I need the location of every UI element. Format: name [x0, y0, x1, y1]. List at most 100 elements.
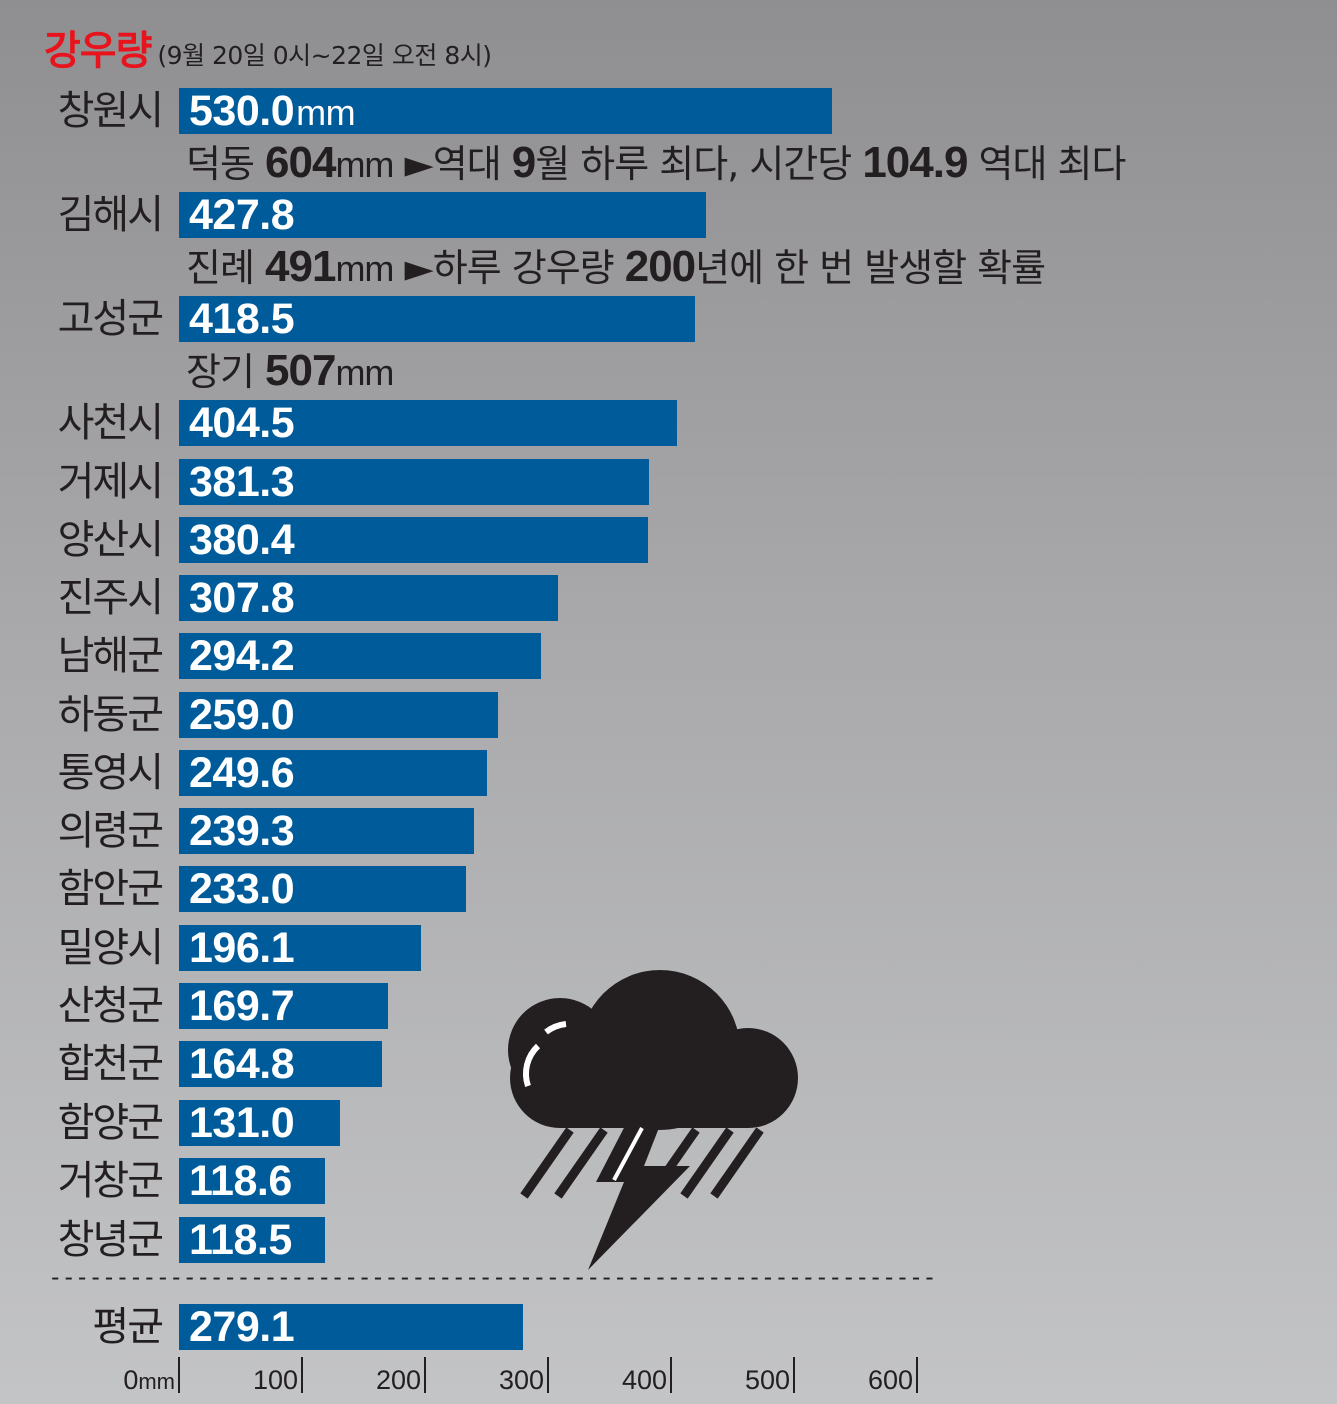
- bar-category-label: 남해군: [57, 633, 164, 679]
- bar-category-label: 하동군: [57, 692, 164, 738]
- annotation-text: 역대 최다: [967, 142, 1127, 186]
- bar-value-label: 381.3: [189, 458, 295, 506]
- bar-value-number: 307.8: [189, 574, 295, 622]
- bar-value-number: 427.8: [189, 191, 295, 239]
- annotation-bold: 9: [511, 138, 537, 187]
- annotation-unit: mm: [335, 248, 394, 289]
- bar-value-number: 381.3: [189, 458, 295, 506]
- bar-value-number: 259.0: [189, 691, 295, 739]
- x-axis-tick-label: 0mm: [55, 1365, 175, 1396]
- x-axis-tick-label: 100: [178, 1365, 298, 1396]
- bar-value-number: 118.6: [189, 1157, 292, 1205]
- average-bar: [179, 1304, 523, 1350]
- annotation-unit: mm: [335, 352, 394, 393]
- bar: [179, 1041, 382, 1087]
- bar-annotation: 진례 491mm ►하루 강우량 200년에 한 번 발생할 확률: [186, 242, 1046, 292]
- x-axis-tick-value: 0: [123, 1365, 139, 1395]
- bar-value-label: 259.0: [189, 691, 295, 739]
- bar-category-label: 합천군: [57, 1041, 164, 1087]
- bar-value-unit: mm: [296, 92, 356, 133]
- bar-category-label: 함양군: [57, 1100, 164, 1146]
- bar: [179, 633, 541, 679]
- bar-value-number: 294.2: [189, 632, 295, 680]
- x-axis-tick: [424, 1357, 426, 1393]
- bar-category-label: 거창군: [57, 1158, 164, 1204]
- annotation-text: 역대: [432, 142, 512, 186]
- bar: [179, 925, 421, 971]
- thunderstorm-cloud-icon: [508, 970, 798, 1270]
- bar: [179, 517, 648, 563]
- bar-value-number: 164.8: [189, 1040, 295, 1088]
- bar-value-label: 196.1: [189, 925, 295, 971]
- annotation-text: 년에 한 번 발생할 확률: [695, 246, 1046, 290]
- bar-value-label: 131.0: [189, 1099, 295, 1147]
- x-axis-tick-value: 200: [375, 1365, 421, 1395]
- bar: [179, 296, 695, 342]
- bar-value-number: 249.6: [189, 749, 295, 797]
- bar-value-number: 530.0: [189, 87, 295, 135]
- annotation-amount: 507: [265, 346, 336, 395]
- bar-category-label: 사천시: [57, 400, 164, 446]
- bar-value-label: 164.8: [189, 1040, 295, 1088]
- bar: [179, 400, 677, 446]
- bar: [179, 1158, 325, 1204]
- annotation-unit: mm: [335, 144, 394, 185]
- bar-category-label: 김해시: [57, 192, 164, 238]
- bar-value-label: 418.5: [189, 296, 295, 342]
- bar-value-label: 294.2: [189, 632, 295, 680]
- annotation-bold: 200: [624, 242, 696, 291]
- bar: [179, 459, 649, 505]
- bar-category-label: 양산시: [57, 517, 164, 563]
- bar-value-label: 380.4: [189, 516, 295, 564]
- bar-value-number: 233.0: [189, 865, 295, 913]
- x-axis-tick-value: 400: [621, 1365, 667, 1395]
- x-axis-tick-label: 200: [301, 1365, 421, 1396]
- chart-title: 강우량: [44, 28, 152, 74]
- bar-category-label: 산청군: [57, 983, 164, 1029]
- bar-category-label: 의령군: [57, 808, 164, 854]
- bar-value-label: 118.6: [189, 1158, 292, 1204]
- x-axis-unit: mm: [138, 1369, 175, 1394]
- average-value-label: 279.1: [189, 1304, 295, 1350]
- x-axis-tick-label: 500: [670, 1365, 790, 1396]
- bar-value-label: 118.5: [189, 1217, 292, 1263]
- bar: [179, 692, 498, 738]
- x-axis-tick-label: 600: [793, 1365, 913, 1396]
- bar: [179, 983, 388, 1029]
- chart-title-block: 강우량 (9월 20일 0시~22일 오전 8시): [44, 18, 492, 76]
- bar-value-number: 131.0: [189, 1099, 295, 1147]
- bar-value-label: 530.0mm: [189, 87, 356, 135]
- bar-annotation: 장기 507mm: [186, 346, 394, 396]
- annotation-amount: 491: [265, 242, 336, 291]
- bar-value-number: 118.5: [189, 1216, 292, 1264]
- x-axis-tick-value: 600: [867, 1365, 913, 1395]
- x-axis-tick: [547, 1357, 549, 1393]
- bar-category-label: 진주시: [57, 575, 164, 621]
- average-label: 평균: [92, 1304, 164, 1350]
- bar-category-label: 고성군: [57, 296, 164, 342]
- bar: [179, 750, 487, 796]
- bar: [179, 192, 706, 238]
- x-axis-tick-value: 300: [498, 1365, 544, 1395]
- bar: [179, 808, 474, 854]
- bar-annotation: 덕동 604mm ►역대 9월 하루 최다, 시간당 104.9 역대 최다: [186, 138, 1127, 188]
- bar-category-label: 통영시: [57, 750, 164, 796]
- x-axis-tick: [178, 1357, 180, 1393]
- annotation-place: 진례: [186, 246, 255, 290]
- bar-category-label: 밀양시: [57, 925, 164, 971]
- chart-subtitle: (9월 20일 0시~22일 오전 8시): [157, 41, 492, 70]
- bar-value-number: 380.4: [189, 516, 295, 564]
- annotation-place: 덕동: [186, 142, 255, 186]
- x-axis-tick-label: 400: [547, 1365, 667, 1396]
- x-axis-tick-value: 100: [252, 1365, 298, 1395]
- bar-category-label: 거제시: [57, 459, 164, 505]
- annotation-text: 하루 강우량: [432, 246, 625, 290]
- annotation-marker: ►: [404, 142, 434, 186]
- bar-category-label: 창녕군: [57, 1217, 164, 1263]
- x-axis-tick-label: 300: [424, 1365, 544, 1396]
- bar-value-label: 233.0: [189, 865, 295, 913]
- bar-value-number: 404.5: [189, 399, 295, 447]
- annotation-place: 장기: [186, 350, 255, 394]
- bar-value-label: 239.3: [189, 808, 295, 854]
